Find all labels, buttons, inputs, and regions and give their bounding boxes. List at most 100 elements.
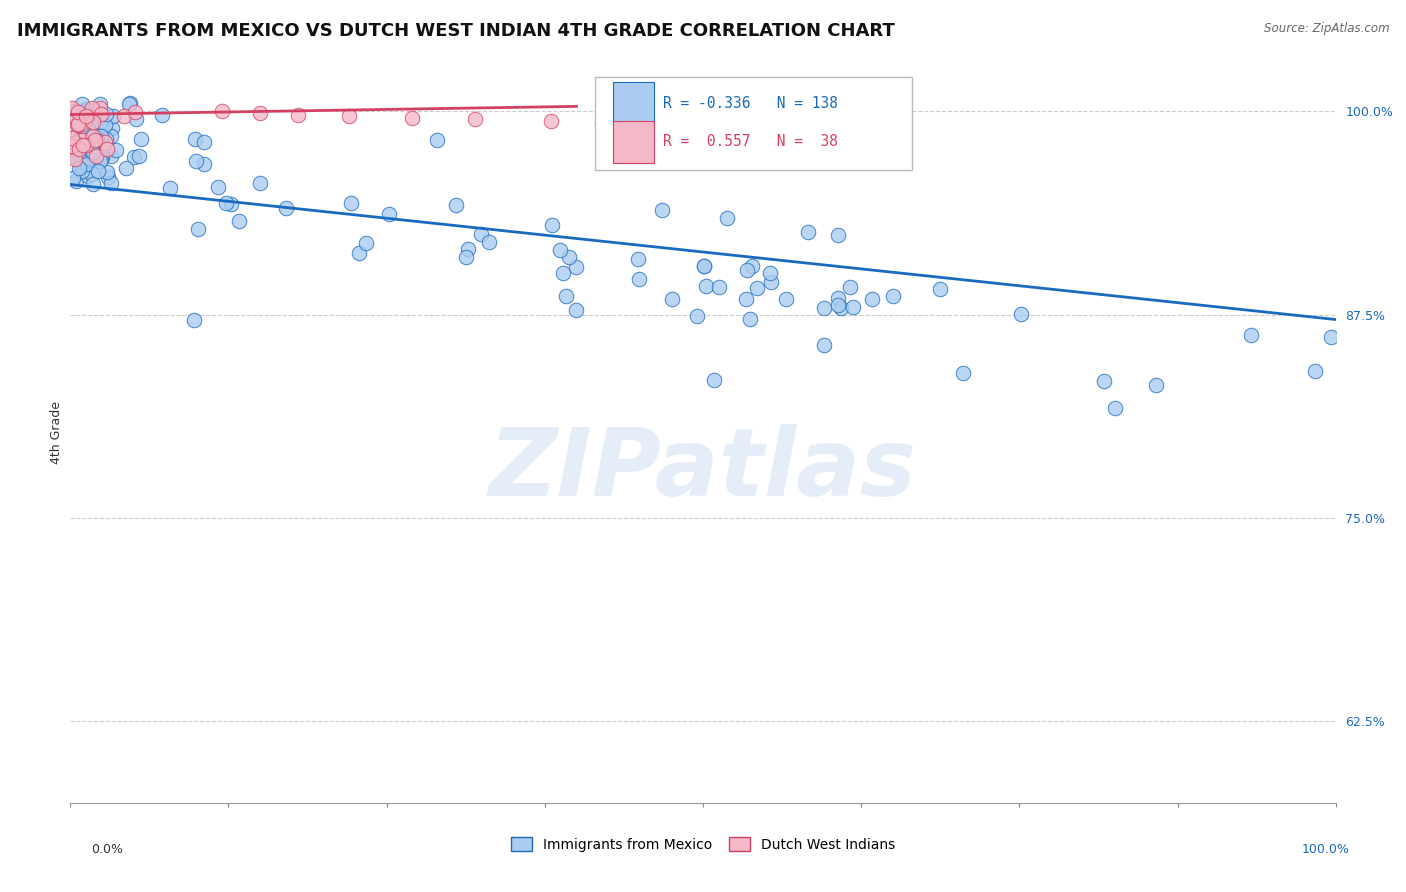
Text: R = -0.336   N = 138: R = -0.336 N = 138 — [662, 95, 838, 111]
Point — [67, 127, 90, 141]
Point — [122, 150, 145, 164]
Point — [193, 156, 215, 170]
Point — [77, 169, 100, 183]
Point — [82, 101, 104, 115]
Point — [550, 244, 572, 258]
Point — [276, 201, 298, 215]
Point — [747, 280, 769, 294]
Point — [215, 195, 238, 210]
Point — [67, 104, 90, 119]
Point — [1010, 307, 1032, 321]
Point — [741, 260, 763, 274]
Point — [100, 129, 122, 144]
Point — [70, 158, 93, 172]
Point — [219, 197, 242, 211]
Point — [60, 138, 83, 153]
Point — [66, 117, 89, 131]
Point — [82, 178, 104, 192]
Point — [457, 242, 479, 256]
Point — [76, 110, 98, 124]
Point — [60, 112, 83, 126]
Point — [73, 165, 96, 179]
Text: 100.0%: 100.0% — [1302, 843, 1350, 856]
FancyBboxPatch shape — [613, 82, 654, 124]
Point — [82, 146, 104, 161]
Point — [70, 133, 93, 147]
Point — [1144, 377, 1167, 392]
Point — [340, 195, 363, 210]
Point — [76, 156, 98, 170]
Point — [738, 312, 761, 326]
Point — [813, 337, 835, 351]
Point — [84, 119, 107, 133]
Point — [60, 101, 83, 115]
Point — [60, 139, 83, 153]
Point — [860, 293, 883, 307]
Point — [287, 107, 309, 121]
Point — [94, 118, 117, 132]
Point — [193, 135, 215, 149]
Text: IMMIGRANTS FROM MEXICO VS DUTCH WEST INDIAN 4TH GRADE CORRELATION CHART: IMMIGRANTS FROM MEXICO VS DUTCH WEST IND… — [17, 22, 894, 40]
Point — [82, 115, 104, 129]
Point — [87, 164, 110, 178]
Point — [693, 259, 716, 273]
Point — [69, 117, 91, 131]
Point — [70, 105, 93, 120]
Point — [627, 272, 650, 286]
Point — [124, 104, 146, 119]
Point — [94, 107, 117, 121]
Point — [735, 263, 758, 277]
Point — [827, 291, 849, 305]
Point — [69, 133, 91, 147]
Point — [692, 259, 714, 273]
Point — [96, 142, 118, 156]
Point — [89, 153, 111, 168]
Point — [100, 176, 122, 190]
Point — [159, 181, 181, 195]
Text: R =  0.557   N =  38: R = 0.557 N = 38 — [662, 134, 838, 149]
Text: 0.0%: 0.0% — [91, 843, 124, 856]
Point — [96, 164, 118, 178]
Point — [60, 145, 83, 160]
Point — [627, 252, 650, 267]
Point — [827, 298, 849, 312]
FancyBboxPatch shape — [613, 120, 654, 162]
Point — [76, 129, 98, 144]
Point — [125, 112, 148, 126]
Point — [89, 115, 111, 129]
Point — [775, 292, 797, 306]
Point — [207, 180, 229, 194]
Point — [591, 115, 613, 129]
Text: Source: ZipAtlas.com: Source: ZipAtlas.com — [1264, 22, 1389, 36]
Point — [86, 133, 108, 147]
Point — [249, 177, 271, 191]
Point — [841, 300, 863, 314]
Point — [651, 203, 673, 218]
Point — [82, 145, 104, 160]
Point — [72, 152, 94, 166]
Point — [716, 211, 738, 225]
Point — [120, 96, 142, 111]
Point — [63, 152, 86, 166]
Point — [426, 133, 449, 147]
Point — [540, 114, 562, 128]
Point — [65, 174, 87, 188]
Point — [830, 301, 852, 316]
Point — [100, 148, 122, 162]
FancyBboxPatch shape — [596, 78, 912, 169]
Point — [456, 250, 478, 264]
Point — [72, 104, 94, 119]
Point — [470, 227, 492, 241]
Point — [67, 145, 90, 159]
Point — [73, 112, 96, 127]
Point — [62, 171, 84, 186]
Point — [89, 101, 111, 115]
Point — [839, 280, 862, 294]
Point — [464, 112, 486, 127]
Point — [67, 161, 90, 175]
Point — [77, 109, 100, 123]
Point — [66, 141, 89, 155]
Point — [551, 266, 574, 280]
Point — [75, 137, 97, 152]
Legend: Immigrants from Mexico, Dutch West Indians: Immigrants from Mexico, Dutch West India… — [503, 830, 903, 859]
